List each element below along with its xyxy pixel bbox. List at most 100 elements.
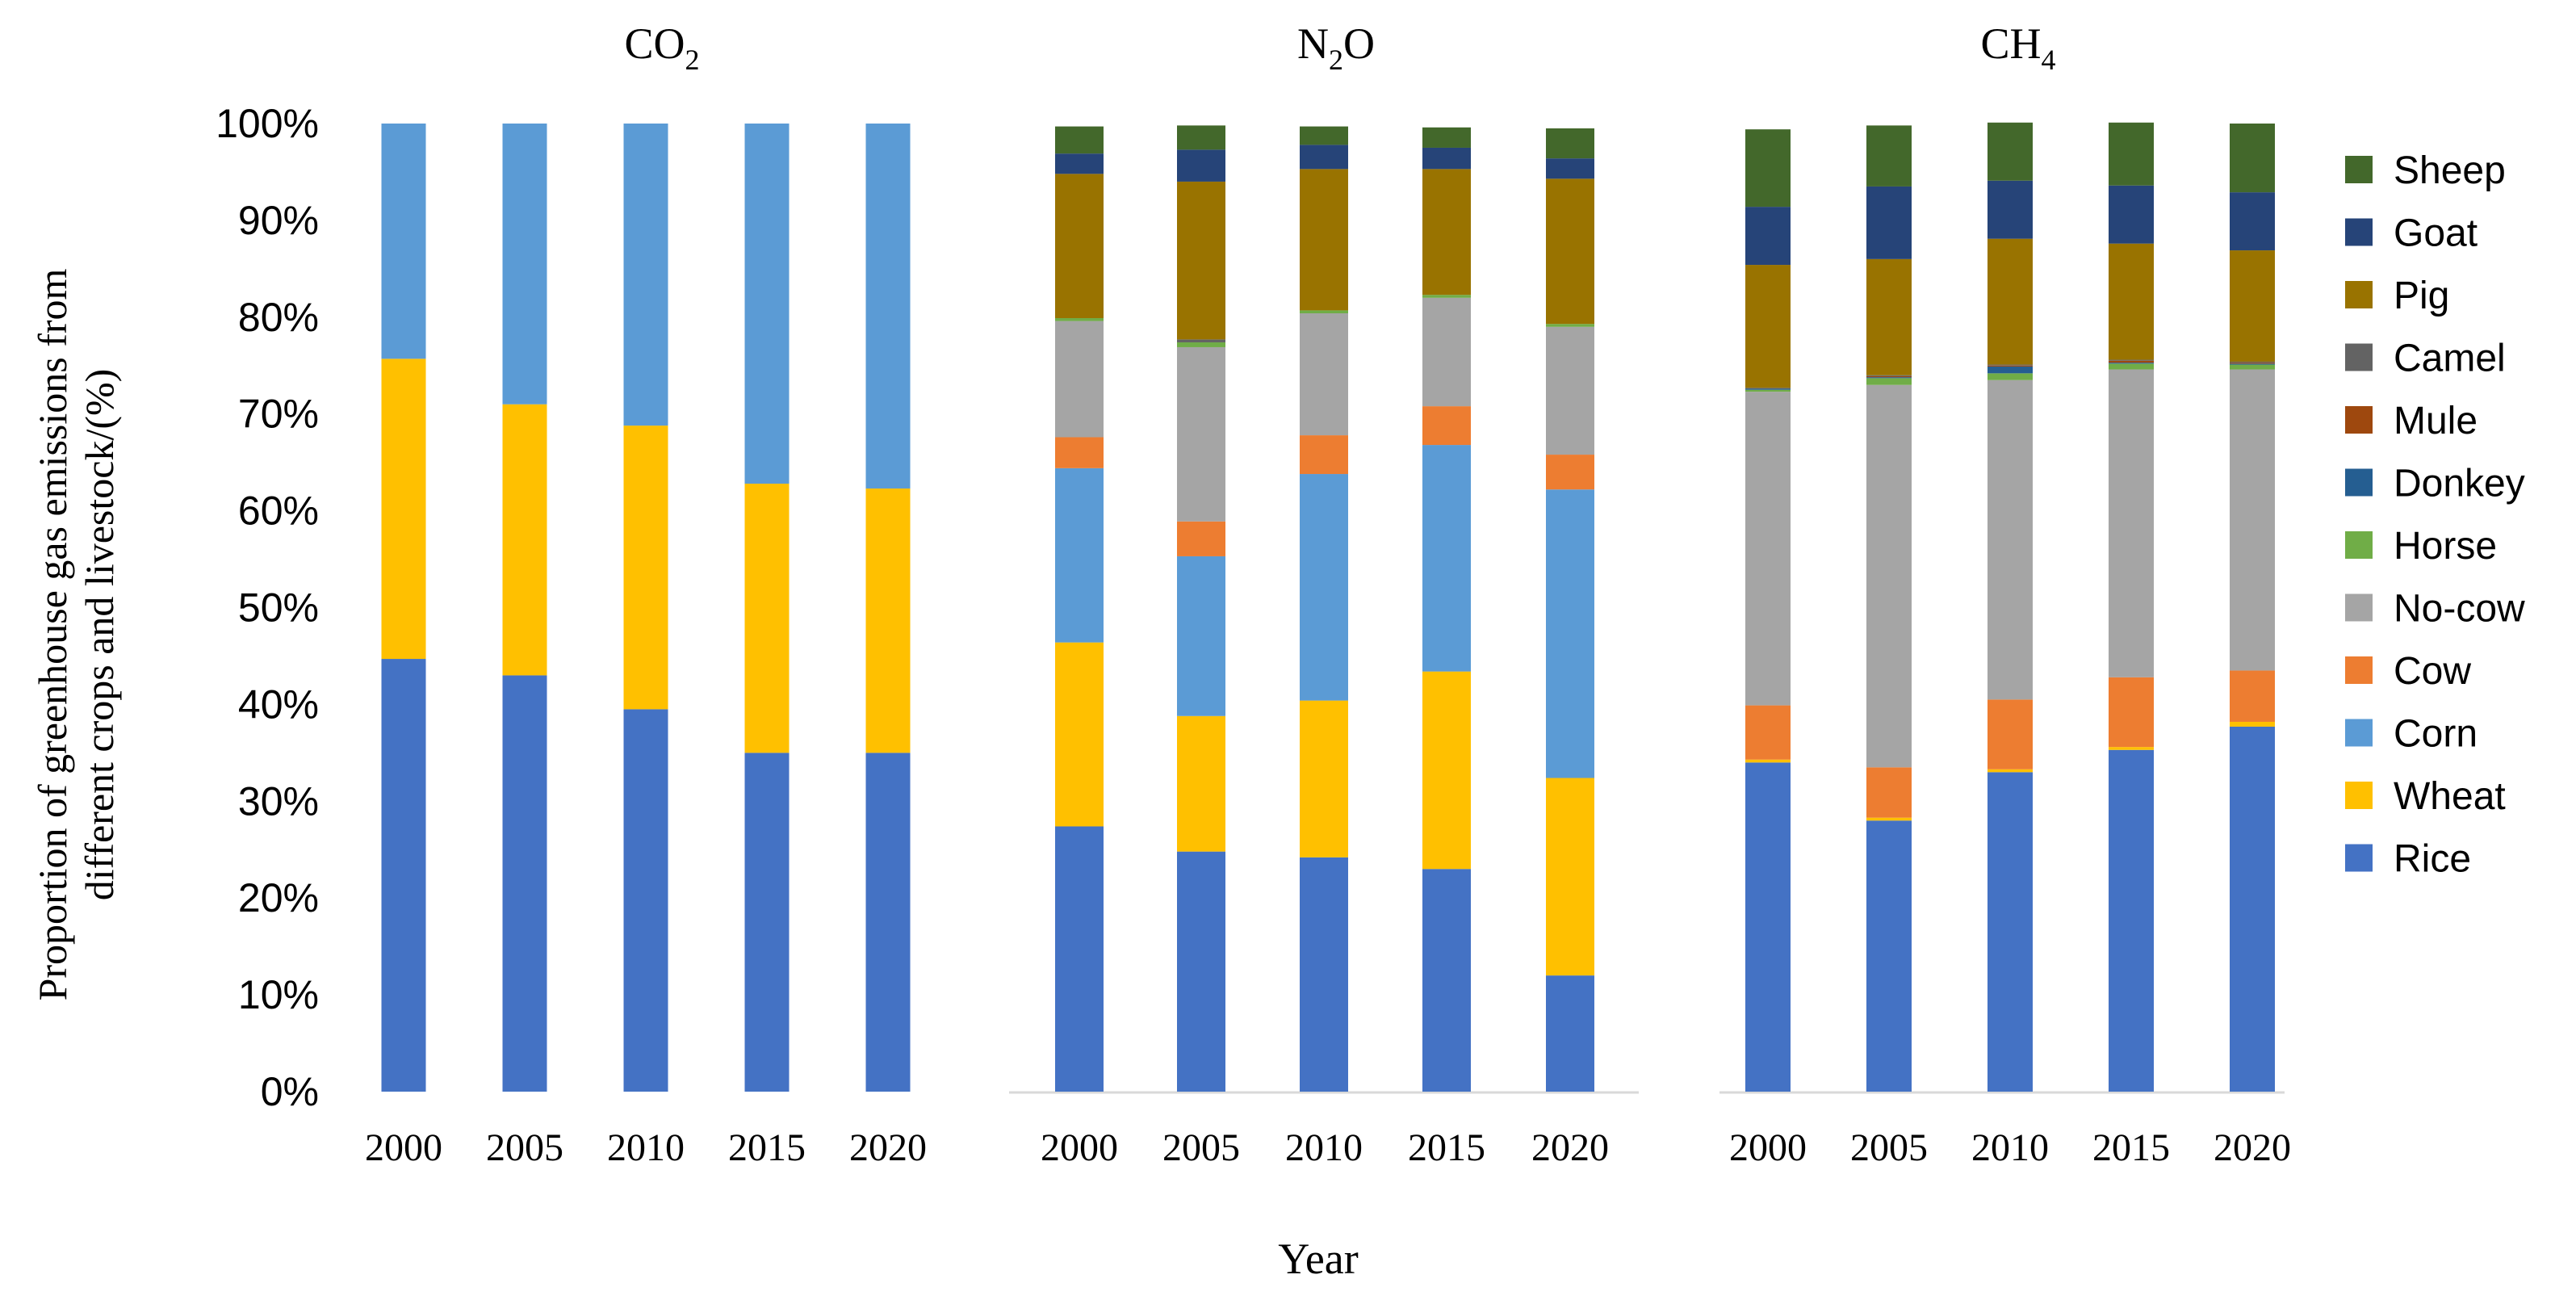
bar-segment-corn-2010 bbox=[1300, 474, 1348, 701]
bar-segment-sheep-2020 bbox=[2230, 124, 2275, 193]
bar-segment-cow-2000 bbox=[1745, 705, 1791, 760]
bar-segment-camel-2020 bbox=[2230, 361, 2275, 363]
legend-label-horse: Horse bbox=[2394, 525, 2497, 568]
x-tick-label-2010: 2010 bbox=[1971, 1126, 2049, 1169]
bar-segment-camel-2005 bbox=[1866, 375, 1912, 376]
bar-segment-no-cow-2000 bbox=[1745, 392, 1791, 706]
bar-segment-goat-2010 bbox=[1300, 145, 1348, 170]
bar-segment-cow-2015 bbox=[2109, 677, 2154, 748]
bar-segment-wheat-2020 bbox=[2230, 721, 2275, 727]
plot-panels: 2000 2005 2010 2015 2020 2000 2005 2010 2015 2020… bbox=[365, 122, 2291, 1169]
bar-segment-pig-2015 bbox=[1422, 169, 1471, 296]
bar-segment-no-cow-2005 bbox=[1866, 384, 1912, 768]
bar-segment-corn-2000 bbox=[1055, 468, 1104, 643]
bar-segment-horse-2015 bbox=[1422, 295, 1471, 298]
bar-segment-donkey-2005 bbox=[1866, 377, 1912, 379]
legend-swatch-rice bbox=[2345, 844, 2373, 872]
bar-segment-rice-2000 bbox=[381, 659, 426, 1092]
bar-segment-no-cow-2015 bbox=[2109, 369, 2154, 677]
bar-segment-sheep-2000 bbox=[1055, 126, 1104, 154]
bar-segment-horse-2005 bbox=[1866, 378, 1912, 385]
legend-item-no-cow: No-cow bbox=[2345, 588, 2525, 631]
bar-segment-corn-2020 bbox=[865, 124, 911, 489]
x-tick-label-2020: 2020 bbox=[849, 1126, 927, 1169]
bar-segment-goat-2010 bbox=[1987, 180, 2033, 239]
legend-label-cow: Cow bbox=[2394, 650, 2471, 693]
bar-segment-goat-2020 bbox=[2230, 192, 2275, 251]
legend-label-wheat: Wheat bbox=[2394, 775, 2506, 818]
bar-segment-horse-2000 bbox=[1055, 317, 1104, 321]
bar-segment-sheep-2000 bbox=[1745, 129, 1791, 208]
bar-segment-no-cow-2005 bbox=[1177, 346, 1225, 522]
bar-segment-wheat-2005 bbox=[502, 404, 547, 676]
bar-segment-cow-2020 bbox=[1546, 455, 1594, 490]
legend-label-goat: Goat bbox=[2394, 212, 2478, 255]
legend-item-wheat: Wheat bbox=[2345, 775, 2506, 818]
bar-segment-goat-2015 bbox=[2109, 185, 2154, 244]
bar-segment-pig-2005 bbox=[1866, 258, 1912, 375]
bar-segment-horse-2000 bbox=[1745, 389, 1791, 392]
legend-item-donkey: Donkey bbox=[2345, 463, 2525, 505]
y-tick-label-10: 10% bbox=[238, 972, 319, 1017]
bar-segment-camel-2015 bbox=[2109, 359, 2154, 361]
bar-segment-donkey-2020 bbox=[2230, 363, 2275, 365]
legend-swatch-wheat bbox=[2345, 782, 2373, 809]
x-tick-label-2015: 2015 bbox=[1408, 1126, 1485, 1169]
x-tick-label-2020: 2020 bbox=[1531, 1126, 1609, 1169]
bar-segment-goat-2020 bbox=[1546, 158, 1594, 179]
bar-segment-wheat-2020 bbox=[1546, 778, 1594, 976]
legend-item-mule: Mule bbox=[2345, 400, 2478, 442]
panel-title: CO2 bbox=[624, 19, 699, 76]
y-tick-label-80: 80% bbox=[238, 295, 319, 340]
x-tick-label-2005: 2005 bbox=[486, 1126, 563, 1169]
bar-segment-wheat-2015 bbox=[2109, 747, 2154, 750]
bar-segment-horse-2020 bbox=[2230, 364, 2275, 370]
bar-segment-cow-2015 bbox=[1422, 406, 1471, 446]
bar-segment-horse-2005 bbox=[1177, 342, 1225, 347]
legend-item-pig: Pig bbox=[2345, 275, 2449, 317]
bar-segment-rice-2015 bbox=[2109, 749, 2154, 1092]
bar-segment-rice-2015 bbox=[744, 753, 790, 1092]
bar-segment-corn-2005 bbox=[502, 124, 547, 405]
y-tick-label-50: 50% bbox=[238, 585, 319, 631]
bar-segment-wheat-2010 bbox=[1987, 769, 2033, 773]
bar-segment-rice-2010 bbox=[623, 709, 668, 1092]
bar-segment-goat-2015 bbox=[1422, 147, 1471, 170]
bar-segment-rice-2005 bbox=[1177, 851, 1225, 1092]
bar-segment-sheep-2010 bbox=[1300, 126, 1348, 145]
y-tick-label-60: 60% bbox=[238, 488, 319, 534]
bar-segment-no-cow-2010 bbox=[1987, 379, 2033, 700]
legend: Sheep Goat Pig Camel Mule Donkey Horse No-cow Co… bbox=[2345, 149, 2525, 881]
bar-segment-no-cow-2010 bbox=[1300, 313, 1348, 436]
bar-segment-horse-2020 bbox=[1546, 324, 1594, 327]
legend-label-corn: Corn bbox=[2394, 713, 2478, 756]
bar-segment-goat-2000 bbox=[1055, 153, 1104, 174]
legend-swatch-pig bbox=[2345, 281, 2373, 308]
bar-segment-cow-2010 bbox=[1987, 699, 2033, 769]
bar-segment-goat-2005 bbox=[1177, 149, 1225, 182]
bar-segment-cow-2005 bbox=[1866, 767, 1912, 818]
bar-segment-donkey-2010 bbox=[1987, 366, 2033, 374]
bar-segment-wheat-2000 bbox=[1055, 642, 1104, 827]
bar-segment-corn-2020 bbox=[1546, 489, 1594, 778]
bar-segment-sheep-2010 bbox=[1987, 122, 2033, 181]
x-tick-label-2005: 2005 bbox=[1162, 1126, 1240, 1169]
bar-segment-rice-2020 bbox=[1546, 975, 1594, 1092]
y-axis-label-line-1: Proportion of greenhouse gas emissions f… bbox=[30, 268, 75, 1000]
legend-item-goat: Goat bbox=[2345, 212, 2478, 255]
bar-segment-no-cow-2020 bbox=[1546, 326, 1594, 455]
bar-segment-sheep-2005 bbox=[1866, 125, 1912, 187]
x-axis-label: Year bbox=[1278, 1235, 1359, 1283]
bar-segment-no-cow-2000 bbox=[1055, 321, 1104, 438]
bar-segment-rice-2010 bbox=[1987, 772, 2033, 1092]
bar-segment-no-cow-2015 bbox=[1422, 297, 1471, 407]
y-tick-label-100: 100% bbox=[216, 101, 319, 146]
bar-segment-wheat-2010 bbox=[1300, 700, 1348, 857]
legend-item-cow: Cow bbox=[2345, 650, 2471, 693]
bar-segment-rice-2000 bbox=[1055, 826, 1104, 1092]
bar-segment-pig-2000 bbox=[1055, 174, 1104, 318]
legend-swatch-no-cow bbox=[2345, 593, 2373, 622]
legend-item-sheep: Sheep bbox=[2345, 149, 2506, 192]
panel-title: CH4 bbox=[1980, 19, 2055, 76]
bar-segment-rice-2000 bbox=[1745, 762, 1791, 1092]
